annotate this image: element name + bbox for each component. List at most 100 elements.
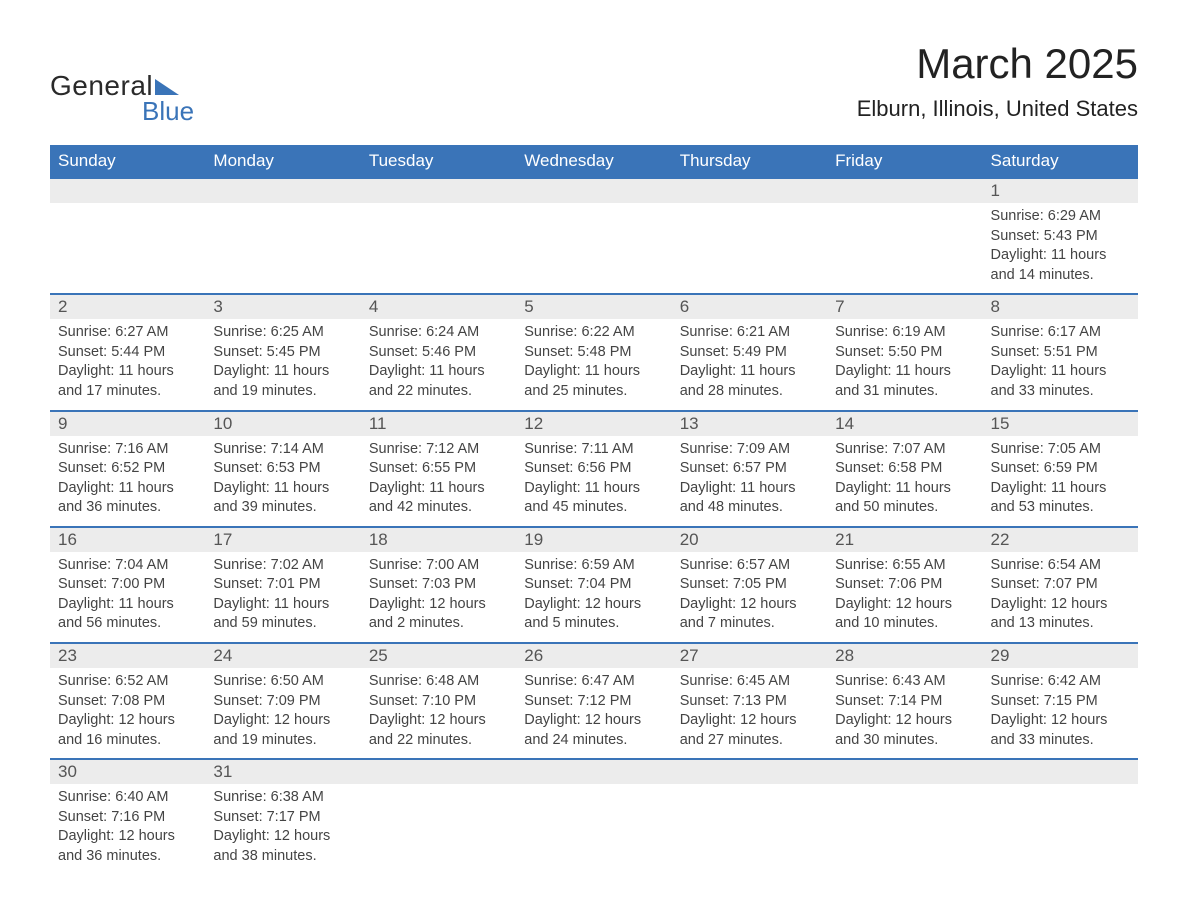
header: General Blue March 2025 Elburn, Illinois…	[50, 40, 1138, 127]
day-sunrise: Sunrise: 6:24 AM	[369, 323, 508, 343]
day-sunset: Sunset: 5:51 PM	[991, 343, 1130, 363]
day-content: Sunrise: 6:43 AMSunset: 7:14 PMDaylight:…	[827, 668, 982, 758]
day-daylight2: and 19 minutes.	[213, 731, 352, 751]
calendar-cell: 10Sunrise: 7:14 AMSunset: 6:53 PMDayligh…	[205, 411, 360, 527]
day-number: 16	[50, 528, 205, 552]
day-sunset: Sunset: 7:08 PM	[58, 692, 197, 712]
calendar-cell: 22Sunrise: 6:54 AMSunset: 7:07 PMDayligh…	[983, 527, 1138, 643]
day-daylight1: Daylight: 11 hours	[680, 479, 819, 499]
day-sunrise: Sunrise: 6:52 AM	[58, 672, 197, 692]
day-content: Sunrise: 6:38 AMSunset: 7:17 PMDaylight:…	[205, 784, 360, 874]
day-daylight1: Daylight: 12 hours	[213, 827, 352, 847]
day-sunrise: Sunrise: 7:09 AM	[680, 440, 819, 460]
calendar-cell-empty	[205, 178, 360, 294]
weekday-header: Friday	[827, 145, 982, 178]
day-daylight1: Daylight: 12 hours	[680, 711, 819, 731]
day-daylight1: Daylight: 11 hours	[58, 479, 197, 499]
day-content: Sunrise: 6:19 AMSunset: 5:50 PMDaylight:…	[827, 319, 982, 409]
day-number: 5	[516, 295, 671, 319]
day-daylight1: Daylight: 12 hours	[213, 711, 352, 731]
day-daylight2: and 36 minutes.	[58, 847, 197, 867]
logo: General Blue	[50, 40, 194, 127]
day-daylight2: and 39 minutes.	[213, 498, 352, 518]
day-sunrise: Sunrise: 6:22 AM	[524, 323, 663, 343]
day-sunset: Sunset: 7:10 PM	[369, 692, 508, 712]
day-sunset: Sunset: 5:43 PM	[991, 227, 1130, 247]
day-sunset: Sunset: 7:15 PM	[991, 692, 1130, 712]
day-sunrise: Sunrise: 6:47 AM	[524, 672, 663, 692]
day-content: Sunrise: 6:55 AMSunset: 7:06 PMDaylight:…	[827, 552, 982, 642]
day-daylight1: Daylight: 11 hours	[835, 362, 974, 382]
day-sunrise: Sunrise: 7:04 AM	[58, 556, 197, 576]
day-number: 15	[983, 412, 1138, 436]
day-daylight1: Daylight: 12 hours	[369, 711, 508, 731]
day-sunrise: Sunrise: 6:27 AM	[58, 323, 197, 343]
calendar-cell: 6Sunrise: 6:21 AMSunset: 5:49 PMDaylight…	[672, 294, 827, 410]
day-sunrise: Sunrise: 6:38 AM	[213, 788, 352, 808]
day-number: 20	[672, 528, 827, 552]
calendar-week-row: 2Sunrise: 6:27 AMSunset: 5:44 PMDaylight…	[50, 294, 1138, 410]
day-content: Sunrise: 7:00 AMSunset: 7:03 PMDaylight:…	[361, 552, 516, 642]
day-sunset: Sunset: 7:09 PM	[213, 692, 352, 712]
logo-text-blue: Blue	[142, 96, 194, 127]
day-daylight2: and 56 minutes.	[58, 614, 197, 634]
day-content: Sunrise: 6:59 AMSunset: 7:04 PMDaylight:…	[516, 552, 671, 642]
calendar-cell: 13Sunrise: 7:09 AMSunset: 6:57 PMDayligh…	[672, 411, 827, 527]
day-sunrise: Sunrise: 6:29 AM	[991, 207, 1130, 227]
day-daylight2: and 38 minutes.	[213, 847, 352, 867]
calendar-cell: 25Sunrise: 6:48 AMSunset: 7:10 PMDayligh…	[361, 643, 516, 759]
day-daylight2: and 59 minutes.	[213, 614, 352, 634]
day-daylight2: and 17 minutes.	[58, 382, 197, 402]
day-sunset: Sunset: 5:45 PM	[213, 343, 352, 363]
calendar-week-row: 9Sunrise: 7:16 AMSunset: 6:52 PMDaylight…	[50, 411, 1138, 527]
day-number: 2	[50, 295, 205, 319]
day-number: 28	[827, 644, 982, 668]
calendar-cell: 17Sunrise: 7:02 AMSunset: 7:01 PMDayligh…	[205, 527, 360, 643]
day-sunset: Sunset: 7:12 PM	[524, 692, 663, 712]
day-sunrise: Sunrise: 7:11 AM	[524, 440, 663, 460]
title-block: March 2025 Elburn, Illinois, United Stat…	[857, 40, 1138, 122]
day-sunset: Sunset: 7:13 PM	[680, 692, 819, 712]
day-sunrise: Sunrise: 6:48 AM	[369, 672, 508, 692]
day-daylight1: Daylight: 11 hours	[991, 246, 1130, 266]
day-daylight1: Daylight: 12 hours	[835, 711, 974, 731]
weekday-header: Monday	[205, 145, 360, 178]
day-number-empty	[361, 760, 516, 784]
day-content: Sunrise: 6:57 AMSunset: 7:05 PMDaylight:…	[672, 552, 827, 642]
calendar-cell: 26Sunrise: 6:47 AMSunset: 7:12 PMDayligh…	[516, 643, 671, 759]
day-daylight1: Daylight: 11 hours	[213, 362, 352, 382]
day-number: 22	[983, 528, 1138, 552]
day-number: 21	[827, 528, 982, 552]
day-sunset: Sunset: 6:57 PM	[680, 459, 819, 479]
calendar-cell: 15Sunrise: 7:05 AMSunset: 6:59 PMDayligh…	[983, 411, 1138, 527]
day-sunset: Sunset: 5:48 PM	[524, 343, 663, 363]
day-daylight1: Daylight: 11 hours	[369, 362, 508, 382]
calendar-cell: 8Sunrise: 6:17 AMSunset: 5:51 PMDaylight…	[983, 294, 1138, 410]
day-sunrise: Sunrise: 6:54 AM	[991, 556, 1130, 576]
day-content: Sunrise: 7:16 AMSunset: 6:52 PMDaylight:…	[50, 436, 205, 526]
day-sunrise: Sunrise: 6:57 AM	[680, 556, 819, 576]
logo-triangle-icon	[155, 77, 179, 95]
day-number-empty	[50, 179, 205, 203]
calendar-cell: 12Sunrise: 7:11 AMSunset: 6:56 PMDayligh…	[516, 411, 671, 527]
day-content: Sunrise: 6:45 AMSunset: 7:13 PMDaylight:…	[672, 668, 827, 758]
calendar-cell: 2Sunrise: 6:27 AMSunset: 5:44 PMDaylight…	[50, 294, 205, 410]
calendar-cell: 31Sunrise: 6:38 AMSunset: 7:17 PMDayligh…	[205, 759, 360, 874]
location: Elburn, Illinois, United States	[857, 96, 1138, 122]
day-content: Sunrise: 7:07 AMSunset: 6:58 PMDaylight:…	[827, 436, 982, 526]
day-number: 8	[983, 295, 1138, 319]
calendar-week-row: 1Sunrise: 6:29 AMSunset: 5:43 PMDaylight…	[50, 178, 1138, 294]
calendar-cell: 4Sunrise: 6:24 AMSunset: 5:46 PMDaylight…	[361, 294, 516, 410]
calendar-cell-empty	[361, 178, 516, 294]
day-sunset: Sunset: 6:55 PM	[369, 459, 508, 479]
day-number: 17	[205, 528, 360, 552]
day-number-empty	[516, 760, 671, 784]
day-sunrise: Sunrise: 6:59 AM	[524, 556, 663, 576]
day-daylight2: and 13 minutes.	[991, 614, 1130, 634]
calendar-table: SundayMondayTuesdayWednesdayThursdayFrid…	[50, 145, 1138, 875]
day-daylight1: Daylight: 11 hours	[524, 362, 663, 382]
day-sunrise: Sunrise: 6:40 AM	[58, 788, 197, 808]
weekday-header: Thursday	[672, 145, 827, 178]
day-number-empty	[672, 760, 827, 784]
calendar-cell: 23Sunrise: 6:52 AMSunset: 7:08 PMDayligh…	[50, 643, 205, 759]
